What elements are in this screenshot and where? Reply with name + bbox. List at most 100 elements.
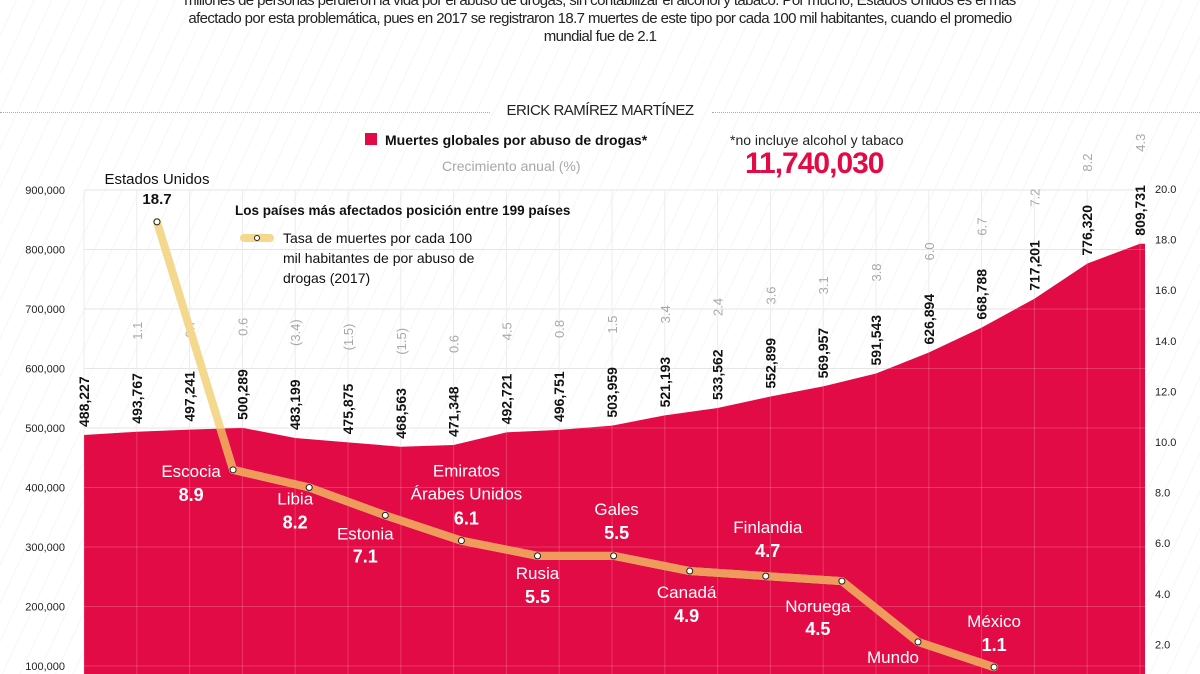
growth-label: 0.8 <box>552 320 567 338</box>
rate-line-on-area <box>153 243 996 671</box>
rate-value-label: 1.1 <box>982 635 1007 655</box>
rate-value-label: 4.5 <box>805 619 830 639</box>
deaths-value-label: 488,227 <box>76 376 92 427</box>
country-label: Estonia <box>337 524 394 543</box>
right-axis-tick: 4.0 <box>1155 589 1170 601</box>
growth-label: 4.5 <box>499 322 514 340</box>
rate-legend-label: Tasa de muertes por cada 100 <box>283 230 472 246</box>
right-axis-tick: 12.0 <box>1155 386 1176 398</box>
right-axis-tick: 10.0 <box>1155 437 1176 449</box>
growth-label: 3.6 <box>763 286 778 304</box>
growth-label: 4.3 <box>1133 134 1148 152</box>
country-label: Gales <box>594 500 638 519</box>
growth-label: (1.5) <box>394 328 409 355</box>
growth-label: 0.6 <box>447 335 462 353</box>
deaths-value-label: 569,957 <box>815 328 831 379</box>
growth-label: 6.7 <box>975 217 990 235</box>
deaths-value-label: 492,721 <box>498 374 514 425</box>
growth-label: 3.4 <box>658 305 673 323</box>
deaths-value-label: 717,201 <box>1026 240 1042 291</box>
total-deaths: 11,740,030 <box>745 147 884 180</box>
rate-point <box>229 466 237 474</box>
country-label-line: Emiratos <box>433 462 500 481</box>
left-axis-tick: 100,000 <box>25 661 65 673</box>
rate-point <box>610 552 618 560</box>
left-axis-tick: 500,000 <box>25 423 65 435</box>
deaths-area <box>84 243 1145 674</box>
deaths-value-label: 475,875 <box>340 384 356 435</box>
rate-legend-point <box>254 235 260 241</box>
growth-label: 1.5 <box>605 316 620 334</box>
intro-line: millones de personas perdieron la vida p… <box>184 0 1016 9</box>
footnote: *no incluye alcohol y tabaco <box>730 132 904 148</box>
byline: ERICK RAMÍREZ MARTÍNEZ <box>0 102 1200 122</box>
deaths-value-label: 503,959 <box>604 367 620 418</box>
rate-value-label: 4.9 <box>674 606 699 626</box>
growth-legend-label: Crecimiento anual (%) <box>442 158 581 174</box>
rate-point <box>457 537 465 545</box>
left-axis-tick: 200,000 <box>25 602 65 614</box>
rate-value-label: 18.7 <box>142 191 171 208</box>
deaths-value-label: 809,731 <box>1132 185 1148 236</box>
rate-legend-title: Los países más afectados posición entre … <box>235 203 570 218</box>
right-axis-tick: 2.0 <box>1155 639 1170 651</box>
deaths-value-label: 776,320 <box>1079 205 1095 256</box>
growth-label: (1.5) <box>341 324 356 351</box>
rate-value-label: 7.1 <box>353 546 378 566</box>
rate-point <box>838 577 846 585</box>
area-legend-label: Muertes globales por abuso de drogas* <box>385 132 648 148</box>
left-axis-tick: 700,000 <box>25 304 65 316</box>
divider <box>712 112 1200 113</box>
deaths-value-label: 493,767 <box>129 373 145 424</box>
growth-label: 8.2 <box>1080 154 1095 172</box>
growth-label: 3.8 <box>869 263 884 281</box>
rate-value-label: 8.9 <box>179 485 204 505</box>
country-label: Emiratos Árabes Unidos <box>411 462 523 504</box>
area-legend-swatch <box>365 133 377 145</box>
left-axis-tick: 900,000 <box>25 185 65 197</box>
right-axis-tick: 6.0 <box>1155 538 1170 550</box>
intro-line: mundial fue de 2.1 <box>543 28 657 45</box>
country-label: Estados Unidos <box>104 171 209 188</box>
rate-value-label: 6.1 <box>454 509 479 529</box>
right-axis-tick: 14.0 <box>1155 336 1176 348</box>
rate-value-label: 5.5 <box>525 587 550 607</box>
rate-point <box>990 663 998 671</box>
country-label: Finlandia <box>733 518 803 537</box>
country-label: Rusia <box>516 564 560 583</box>
country-label: Escocia <box>161 462 221 481</box>
deaths-value-label: 591,543 <box>868 315 884 366</box>
deaths-value-label: 500,289 <box>234 369 250 420</box>
intro-text: millones de personas perdieron la vida p… <box>110 0 1090 46</box>
deaths-value-label: 552,899 <box>762 338 778 389</box>
growth-label: 1.1 <box>130 322 145 340</box>
country-label-line: Árabes Unidos <box>411 485 523 504</box>
right-axis-tick: 20.0 <box>1155 184 1176 196</box>
rate-point <box>914 638 922 646</box>
left-axis-tick: 600,000 <box>25 364 65 376</box>
deaths-value-label: 497,241 <box>182 371 198 422</box>
deaths-value-label: 668,788 <box>974 269 990 320</box>
rate-point <box>381 511 389 519</box>
growth-label: (3.4) <box>288 319 303 346</box>
country-label: Noruega <box>785 597 851 616</box>
deaths-value-label: 468,563 <box>393 388 409 439</box>
divider <box>0 112 490 113</box>
left-axis-tick: 300,000 <box>25 542 65 554</box>
right-axis-tick: 16.0 <box>1155 285 1176 297</box>
right-axis-tick: 8.0 <box>1155 488 1170 500</box>
country-label: México <box>967 612 1021 631</box>
rate-point <box>534 552 541 560</box>
country-label: Mundo <box>867 648 919 667</box>
country-label: Canadá <box>657 583 717 602</box>
deaths-value-label: 471,348 <box>446 386 462 437</box>
deaths-value-label: 483,199 <box>287 379 303 430</box>
author-name: ERICK RAMÍREZ MARTÍNEZ <box>506 102 694 119</box>
deaths-value-label: 626,894 <box>921 294 937 345</box>
intro-line: afectado por esta problemática, pues en … <box>188 10 1012 27</box>
country-label: Libia <box>277 490 313 509</box>
rate-legend-label: drogas (2017) <box>283 270 370 286</box>
rate-point <box>686 567 694 575</box>
growth-label: 0.6 <box>235 318 250 336</box>
